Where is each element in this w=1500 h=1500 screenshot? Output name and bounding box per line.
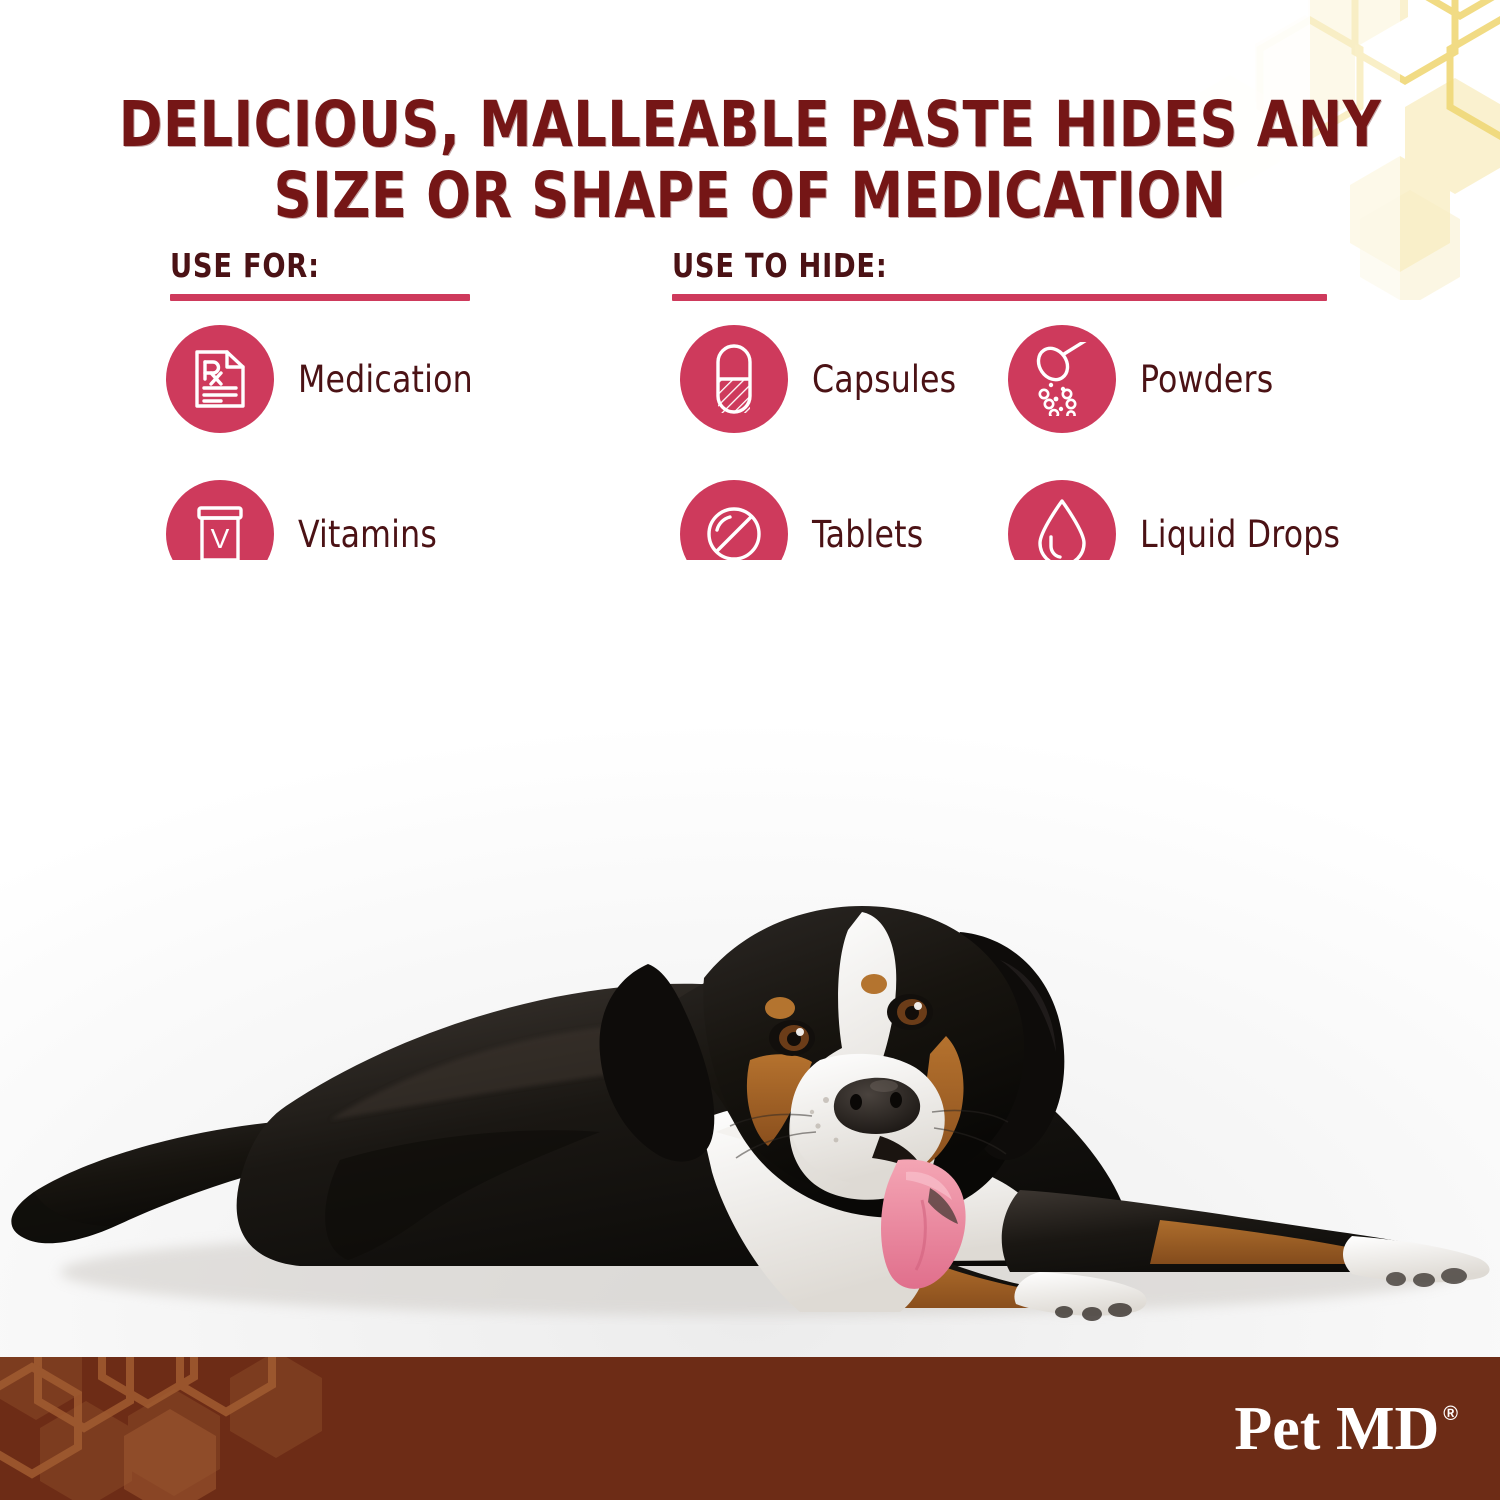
use-to-hide-heading: USE TO HIDE:	[672, 246, 888, 285]
page-title: DELICIOUS, MALLEABLE PASTE HIDES ANY SIZ…	[53, 88, 1448, 232]
powder-scoop-icon	[1036, 342, 1087, 416]
list-item-powders: Powders	[1008, 325, 1280, 433]
use-for-heading: USE FOR:	[170, 246, 320, 285]
list-item-label: Vitamins	[298, 512, 438, 556]
list-item-medication: Medication	[166, 325, 482, 433]
capsule-icon	[716, 344, 752, 414]
prescription-document-icon	[195, 350, 245, 408]
list-item-label: Medication	[298, 357, 473, 401]
registered-trademark-icon: ®	[1443, 1402, 1458, 1425]
list-item-label: Capsules	[812, 357, 957, 401]
headline-line-2: SIZE OR SHAPE OF MEDICATION	[273, 158, 1227, 232]
dog-photo	[0, 560, 1500, 1360]
vitamin-jar-icon: V	[197, 506, 243, 562]
brand-name: Pet MD	[1234, 1394, 1440, 1463]
list-item-capsules: Capsules	[680, 325, 964, 433]
hexagon-pattern-footer-icon	[0, 1357, 400, 1500]
capsules-badge	[680, 325, 788, 433]
list-item-label: Powders	[1140, 357, 1274, 401]
headline-line-1: DELICIOUS, MALLEABLE PASTE HIDES ANY	[118, 88, 1382, 162]
tablet-pill-icon	[707, 507, 761, 561]
list-item-label: Liquid Drops	[1140, 512, 1341, 556]
medication-badge	[166, 325, 274, 433]
list-item-label: Tablets	[812, 512, 924, 556]
use-for-heading-block: USE FOR:	[170, 246, 470, 301]
svg-text:V: V	[211, 523, 230, 554]
footer-bar: Pet MD ®	[0, 1357, 1500, 1500]
use-for-underline	[170, 294, 470, 301]
powders-badge	[1008, 325, 1116, 433]
use-to-hide-heading-block: USE TO HIDE:	[672, 246, 1327, 301]
brand-logo: Pet MD ®	[1234, 1398, 1458, 1460]
use-to-hide-underline	[672, 294, 1327, 301]
